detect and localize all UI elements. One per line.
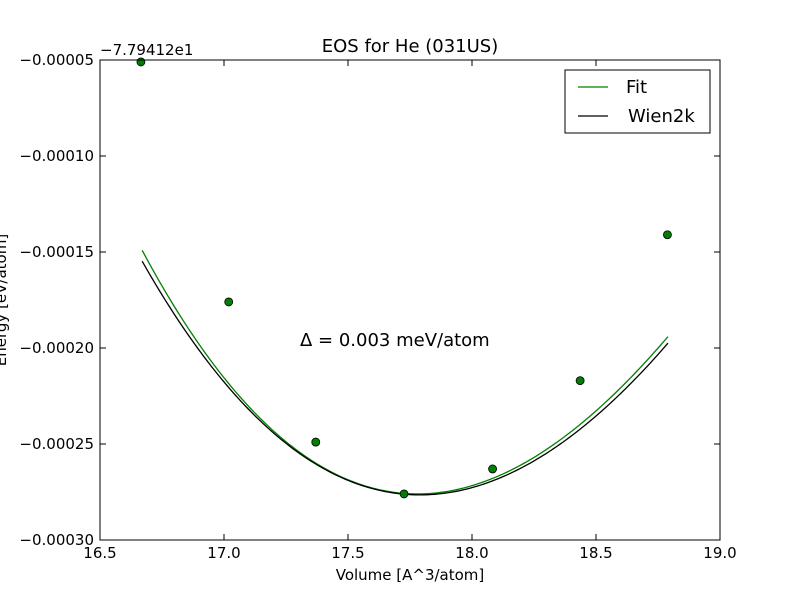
x-tick-labels: 16.5 17.0 17.5 18.0 18.5 19.0 [83,544,736,562]
plot-frame [99,59,721,541]
data-point [311,437,321,447]
delta-annotation: Δ = 0.003 meV/atom [300,330,490,351]
y-tick-label: −0.00010 [19,147,94,165]
data-point [488,464,497,474]
x-tick-label: 17.5 [331,544,364,562]
chart-title: EOS for He (031US) [322,36,499,57]
data-point [575,376,585,386]
y-tick-label: −0.00025 [19,435,94,453]
series-curves [141,250,669,496]
x-tick-label: 18.5 [579,544,612,562]
y-tick-label: −0.00020 [19,339,94,357]
y-tick-label: −0.00005 [19,51,94,69]
legend: Fit Wien2k [564,69,711,134]
x-axis-label: Volume [A^3/atom] [336,566,485,584]
series-line-fit [141,250,669,495]
axis-ticks [99,59,721,541]
plot-area [99,57,721,541]
y-tick-label: −0.00015 [19,243,94,261]
data-point [399,489,409,499]
x-tick-label: 17.0 [207,544,240,562]
x-tick-label: 19.0 [703,544,736,562]
data-point [224,297,234,307]
y-axis-label: Energy [eV/atom] [0,234,10,366]
x-tick-label: 16.5 [83,544,116,562]
y-offset-label: −7.79412e1 [100,41,193,59]
data-markers [136,57,672,499]
data-point [663,230,672,240]
y-tick-label: −0.00030 [19,531,94,549]
series-line-wien2k [141,260,669,496]
y-tick-labels: −0.00005 −0.00010 −0.00015 −0.00020 −0.00025… [19,51,94,549]
data-point [136,57,146,67]
legend-label-wien2k: Wien2k [628,106,695,127]
x-tick-label: 18.0 [455,544,488,562]
legend-box [564,69,711,134]
legend-label-fit: Fit [626,77,647,98]
